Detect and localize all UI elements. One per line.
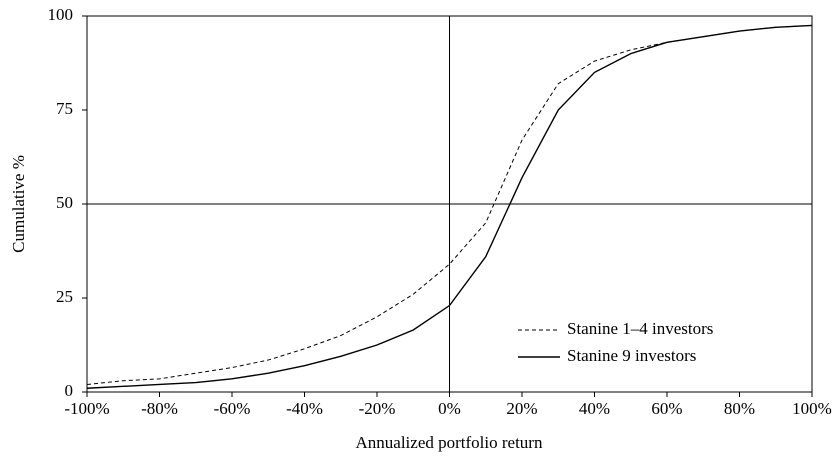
x-tick-label: 80% [724,399,755,418]
x-tick-label: -80% [141,399,178,418]
x-tick-label: -40% [286,399,323,418]
legend-label: Stanine 9 investors [567,346,696,365]
y-tick-label: 100 [48,5,74,24]
y-tick-label: 25 [56,287,73,306]
x-tick-label: 100% [792,399,832,418]
series-line [86,24,813,389]
x-tick-label: 40% [579,399,610,418]
x-tick-label: 60% [651,399,682,418]
x-tick-label: -20% [359,399,396,418]
y-axis-label: Cumulative % [9,155,28,253]
y-tick-label: 0 [65,381,74,400]
x-tick-label: -60% [214,399,251,418]
y-tick-label: 75 [56,99,73,118]
x-tick-label: 0% [438,399,461,418]
legend-label: Stanine 1–4 investors [567,319,713,338]
x-tick-label: -100% [64,399,109,418]
x-axis-label: Annualized portfolio return [356,433,543,452]
y-tick-label: 50 [56,193,73,212]
x-tick-label: 20% [506,399,537,418]
